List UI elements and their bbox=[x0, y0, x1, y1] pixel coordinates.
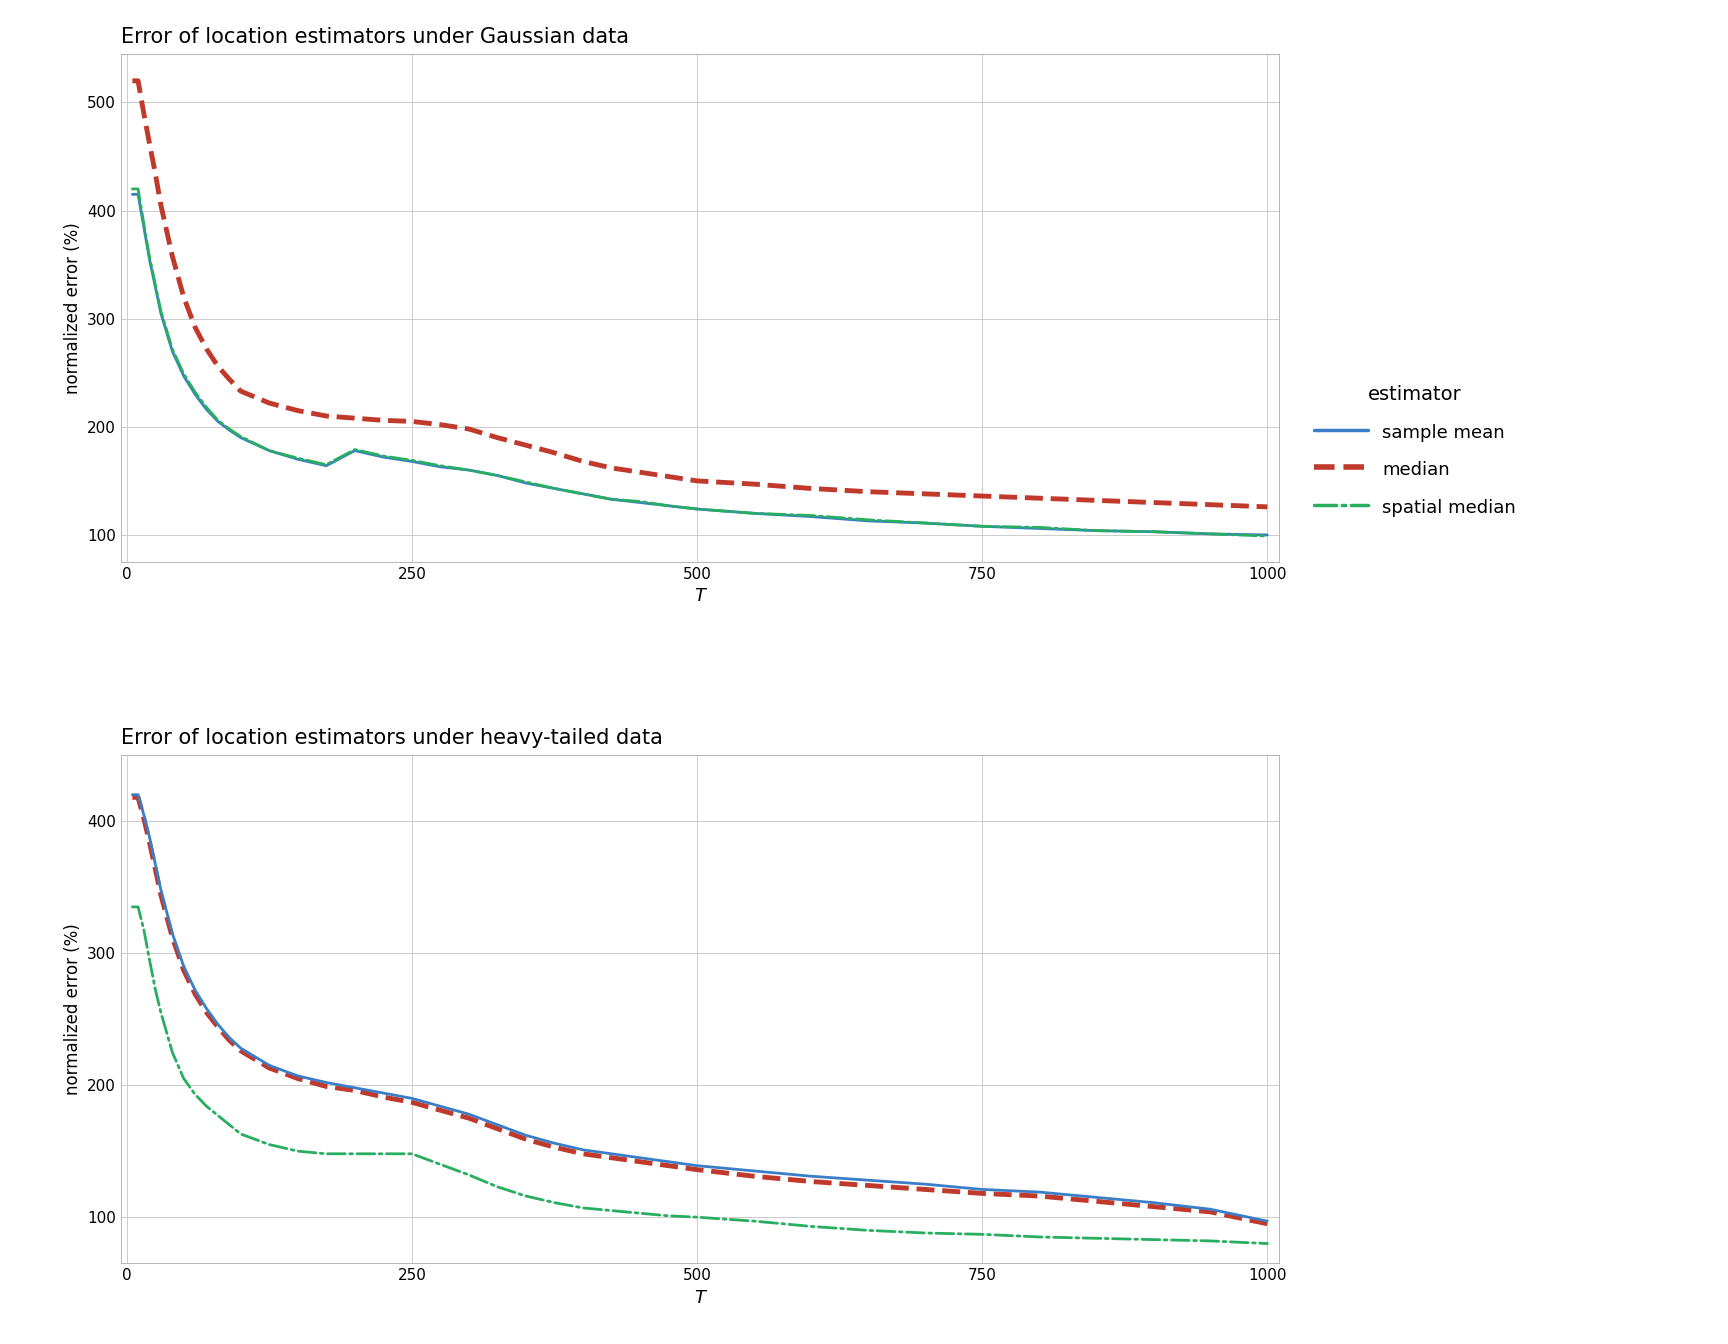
X-axis label: T: T bbox=[695, 1289, 705, 1306]
Text: Error of location estimators under heavy-tailed data: Error of location estimators under heavy… bbox=[121, 728, 664, 749]
Y-axis label: normalized error (%): normalized error (%) bbox=[64, 222, 81, 394]
Text: Error of location estimators under Gaussian data: Error of location estimators under Gauss… bbox=[121, 27, 629, 47]
Y-axis label: normalized error (%): normalized error (%) bbox=[64, 923, 81, 1095]
X-axis label: T: T bbox=[695, 587, 705, 605]
Legend: sample mean, median, spatial median: sample mean, median, spatial median bbox=[1313, 386, 1515, 516]
